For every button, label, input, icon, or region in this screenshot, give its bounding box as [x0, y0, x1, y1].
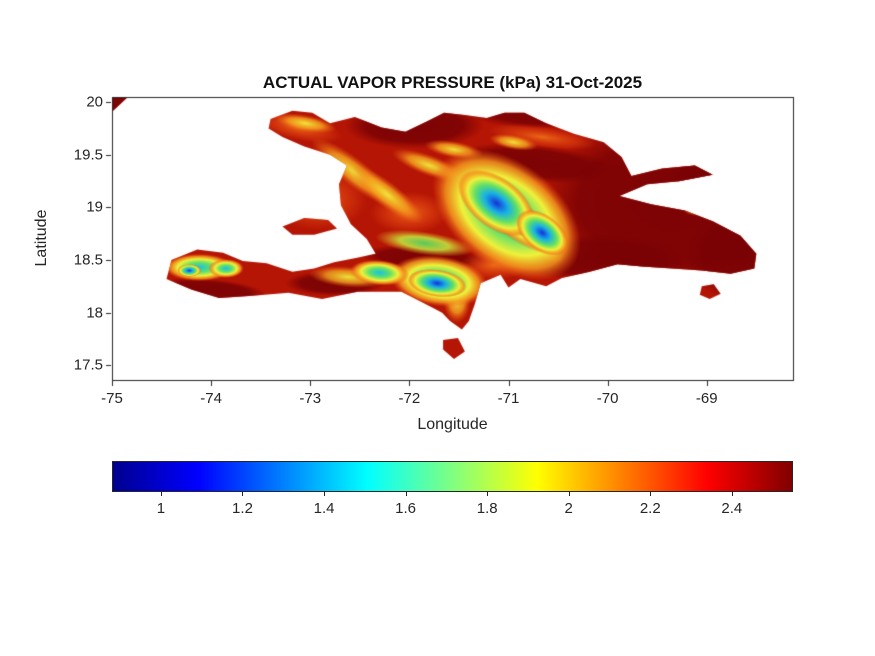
y-axis-label: Latitude	[33, 209, 50, 267]
colorbar-tick-mark	[568, 492, 570, 496]
colorbar-tick-label: 2	[564, 500, 573, 517]
x-tick-label: -74	[200, 390, 222, 407]
y-tick-label: 20	[86, 93, 103, 111]
colorbar-tick-label: 2.2	[639, 500, 661, 517]
x-tick-label: -69	[695, 390, 718, 407]
colorbar	[112, 461, 793, 492]
colorbar-tick-mark	[405, 492, 407, 496]
y-tick-label: 17.5	[73, 356, 103, 374]
colorbar-tick-mark	[324, 492, 326, 496]
x-tick-label: -72	[398, 390, 421, 407]
colorbar-tick-label: 2.4	[721, 500, 743, 517]
x-axis-label: Longitude	[417, 416, 488, 433]
colorbar-tick-label: 1.8	[476, 500, 498, 517]
x-tick-label: -75	[101, 390, 123, 407]
y-tick-label: 18	[86, 304, 103, 322]
y-tick-label: 18.5	[73, 251, 103, 269]
colorbar-tick-mark	[487, 492, 489, 496]
y-tick-label: 19	[86, 198, 103, 216]
colorbar-tick-label: 1.6	[395, 500, 417, 517]
y-tick-label: 19.5	[73, 146, 103, 164]
x-tick-label: -70	[596, 390, 619, 407]
colorbar-tick-label: 1	[156, 500, 166, 517]
colorbar-tick-label: 1.2	[232, 500, 253, 517]
colorbar-tick-mark	[650, 492, 652, 496]
colorbar-tick-label: 1.4	[313, 500, 335, 517]
x-tick-label: -71	[497, 390, 520, 407]
x-tick-label: -73	[299, 390, 322, 407]
colorbar-tick-mark	[731, 492, 733, 496]
colorbar-tick-mark	[242, 492, 244, 496]
colorbar-tick-mark	[160, 492, 162, 496]
